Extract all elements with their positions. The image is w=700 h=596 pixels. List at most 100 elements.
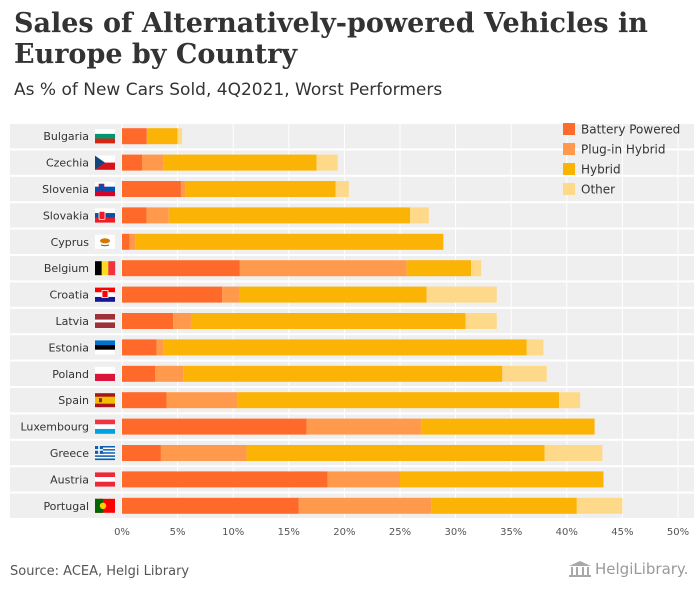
flag-austria [95, 472, 115, 487]
category-label-poland: Poland [52, 368, 89, 381]
x-tick-label: 30% [444, 527, 466, 538]
legend: Battery Powered Plug-in Hybrid Hybrid Other [563, 123, 680, 197]
flag-belgium [95, 261, 116, 276]
bar-austria-battery-powered [122, 471, 328, 488]
legend-label-battery-powered: Battery Powered [581, 123, 680, 137]
flag-cyprus [95, 234, 115, 249]
bar-portugal-plug-in-hybrid [298, 497, 432, 514]
bars [122, 128, 623, 514]
bar-slovakia-other [410, 207, 429, 224]
bar-portugal-battery-powered [122, 497, 299, 514]
bar-czechia-hybrid [163, 154, 317, 171]
bar-greece-hybrid [246, 445, 545, 461]
bar-belgium-battery-powered [122, 260, 240, 277]
bar-croatia-battery-powered [122, 286, 223, 303]
bar-czechia-battery-powered [122, 154, 143, 171]
legend-label-other: Other [581, 183, 615, 197]
bar-spain-plug-in-hybrid [166, 392, 238, 409]
bar-cyprus-battery-powered [122, 233, 130, 250]
flag-croatia [95, 287, 115, 302]
bar-estonia-other [526, 339, 544, 356]
brand-name: HelgiLibrary. [595, 560, 689, 578]
category-label-greece: Greece [50, 447, 89, 460]
flag-slovenia [95, 182, 115, 197]
bar-slovenia-other [335, 181, 349, 197]
category-label-luxembourg: Luxembourg [20, 421, 89, 434]
category-label-czechia: Czechia [46, 157, 89, 170]
x-tick-label: 0% [114, 527, 130, 538]
x-tick-label: 5% [170, 527, 186, 538]
bar-cyprus-hybrid [135, 233, 444, 250]
bar-latvia-other [465, 313, 497, 329]
bar-greece-battery-powered [122, 445, 161, 461]
bar-spain-other [559, 392, 581, 409]
bar-czechia-plug-in-hybrid [142, 154, 164, 171]
flag-czechia [95, 155, 115, 170]
brand-logo: HelgiLibrary. [568, 560, 688, 578]
category-label-cyprus: Cyprus [51, 236, 90, 249]
x-tick-label: 35% [500, 527, 522, 538]
chart-subtitle: As % of New Cars Sold, 4Q2021, Worst Per… [14, 80, 443, 100]
category-label-bulgaria: Bulgaria [43, 130, 89, 143]
bar-czechia-other [316, 154, 338, 171]
library-building-icon [569, 561, 591, 577]
bar-slovenia-plug-in-hybrid [180, 181, 186, 197]
x-tick-label: 50% [667, 527, 689, 538]
bar-bulgaria-plug-in-hybrid [146, 128, 148, 145]
bar-spain-hybrid [237, 392, 560, 409]
bar-poland-battery-powered [122, 365, 156, 382]
flag-bulgaria [95, 129, 115, 144]
category-label-estonia: Estonia [49, 341, 90, 354]
bar-slovakia-battery-powered [122, 207, 147, 224]
bar-belgium-other [471, 260, 482, 277]
flag-latvia [95, 314, 115, 328]
bar-slovakia-hybrid [168, 207, 411, 224]
bar-greece-other [544, 445, 603, 461]
x-tick-label: 10% [222, 527, 244, 538]
bar-latvia-hybrid [190, 313, 466, 329]
bar-luxembourg-battery-powered [122, 418, 307, 435]
bar-austria-plug-in-hybrid [327, 471, 400, 488]
bar-belgium-hybrid [406, 260, 472, 277]
bar-estonia-battery-powered [122, 339, 157, 356]
legend-swatch-battery-powered [563, 123, 575, 135]
bar-estonia-hybrid [163, 339, 527, 356]
bar-croatia-hybrid [239, 286, 427, 303]
flag-poland [95, 366, 115, 381]
x-tick-label: 15% [278, 527, 300, 538]
bar-croatia-other [426, 286, 497, 303]
flag-greece [95, 446, 115, 461]
category-label-austria: Austria [50, 473, 89, 486]
bar-cyprus-plug-in-hybrid [129, 233, 136, 250]
x-tick-labels: 0% 5% 10% 15% 20% 25% 30% 35% 40% 45% 50% [114, 527, 689, 538]
bar-latvia-plug-in-hybrid [173, 313, 191, 329]
legend-swatch-other [563, 183, 575, 195]
category-label-portugal: Portugal [43, 500, 89, 513]
bar-poland-plug-in-hybrid [155, 365, 184, 382]
bar-portugal-other [576, 497, 623, 514]
bar-austria-hybrid [400, 471, 604, 488]
bar-greece-plug-in-hybrid [160, 445, 247, 461]
flag-slovakia [95, 208, 115, 223]
bar-bulgaria-other [177, 128, 183, 145]
bar-portugal-hybrid [431, 497, 577, 514]
flag-luxembourg [95, 419, 115, 434]
chart-title: Sales of Alternatively-powered Vehicles … [14, 8, 648, 70]
flag-portugal [95, 498, 115, 513]
legend-label-hybrid: Hybrid [581, 163, 621, 177]
category-label-croatia: Croatia [49, 289, 89, 302]
bar-slovenia-hybrid [185, 181, 336, 197]
category-label-spain: Spain [58, 394, 89, 407]
x-tick-label: 25% [389, 527, 411, 538]
bar-estonia-plug-in-hybrid [156, 339, 164, 356]
bar-spain-battery-powered [122, 392, 167, 409]
legend-swatch-plug-in-hybrid [563, 143, 575, 155]
flags [95, 129, 116, 513]
legend-swatch-hybrid [563, 163, 575, 175]
bar-latvia-battery-powered [122, 313, 174, 329]
bar-poland-hybrid [183, 365, 503, 382]
bar-bulgaria-battery-powered [122, 128, 147, 145]
bar-slovenia-battery-powered [122, 181, 181, 197]
bar-luxembourg-plug-in-hybrid [306, 418, 422, 435]
flag-spain [95, 393, 115, 408]
